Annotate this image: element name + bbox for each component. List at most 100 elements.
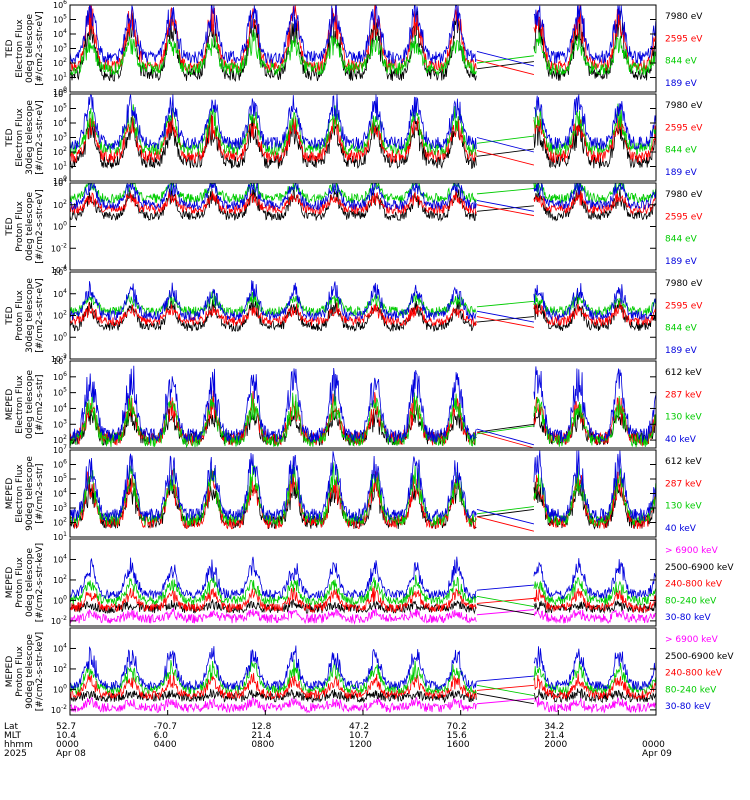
- ytick-label-1: 103: [53, 43, 67, 54]
- ytitle-line-1-3: 0deg telescope: [25, 14, 35, 84]
- trace-1-3-seg1: [69, 29, 477, 77]
- x-col-value-960-1: 70.2: [447, 722, 467, 732]
- x-col-value-1200-3: 2000: [544, 740, 567, 750]
- x-col-value-1200-2: 21.4: [544, 731, 564, 741]
- ytick-label-7: 100: [53, 594, 67, 605]
- trace-5-3-seg2: [533, 395, 657, 448]
- gap-connector-7-5: [476, 584, 534, 591]
- legend-label-3-1: 7980 eV: [665, 190, 703, 200]
- panel-3: 104 102 100 10-2 10-4 TED Proton Flux 0deg tele…: [5, 177, 703, 275]
- legend-label-2-1: 7980 eV: [665, 101, 703, 111]
- legend-label-8-5: 30-80 keV: [665, 702, 711, 712]
- ytick-label-4: 106: [53, 266, 67, 277]
- ytick-label-7: 104: [53, 553, 67, 564]
- gap-connector-2-1: [476, 148, 534, 157]
- trace-8-4-seg1: [69, 659, 477, 695]
- x-row-label-2: MLT: [4, 731, 22, 741]
- panels-group: 106 105 104 103 102 101 100 TED Electron Flux 0de…: [5, 0, 734, 716]
- gap-connector-4-1: [476, 316, 534, 323]
- ytitle-line-6-3: 90deg telescope: [25, 456, 35, 531]
- ytitle-line-8-3: 90deg telescope: [25, 634, 35, 709]
- gap-connector-2-3: [476, 135, 534, 144]
- x-col-value-0-1: 52.7: [56, 722, 76, 732]
- ytick-label-5: 102: [53, 434, 67, 445]
- ytick-label-2: 105: [53, 103, 67, 114]
- gap-connector-8-4: [476, 684, 534, 696]
- trace-7-1-seg1: [69, 607, 477, 625]
- gap-connector-3-4: [476, 199, 535, 212]
- trace-5-4-seg2: [533, 366, 657, 443]
- legend-label-6-1: 612 keV: [665, 457, 702, 467]
- gap-connector-4-3: [476, 300, 534, 308]
- legend-label-7-4: 80-240 keV: [665, 596, 717, 606]
- ytick-label-5: 104: [53, 402, 67, 413]
- trace-8-3-seg1: [70, 672, 477, 701]
- trace-7-5-seg2: [533, 558, 657, 600]
- x-col-value-1200-1: 34.2: [544, 722, 564, 732]
- trace-8-4-seg2: [533, 660, 657, 695]
- x-col-value-720-2: 10.7: [349, 731, 369, 741]
- ytick-label-6: 105: [53, 473, 67, 484]
- gap-connector-1-2: [476, 59, 535, 76]
- legend-label-4-3: 844 eV: [665, 324, 698, 334]
- ytitle-line-7-3: 0deg telescope: [25, 548, 35, 618]
- gap-connector-8-1: [476, 698, 534, 705]
- legend-label-7-5: 30-80 keV: [665, 613, 711, 623]
- panel-4: 106 104 102 100 10-2 TED Proton Flux 30deg tele…: [5, 266, 703, 364]
- gap-connector-7-3: [476, 597, 534, 604]
- ytick-label-1: 100: [53, 86, 67, 97]
- ytick-label-8: 100: [53, 683, 67, 694]
- trace-3-4-seg2: [533, 182, 657, 210]
- panel-frame-8: [69, 627, 657, 716]
- ytitle-line-3-1: TED: [5, 217, 15, 236]
- ytick-label-5: 105: [53, 387, 67, 398]
- legend-label-8-1: > 6900 keV: [665, 635, 719, 645]
- trace-6-4-seg1: [69, 451, 477, 523]
- ytick-label-8: 104: [53, 642, 67, 653]
- ytitle-line-5-4: [#/cm2-s-str]: [35, 374, 45, 434]
- gap-connector-6-3: [476, 506, 534, 515]
- gap-connector-3-2: [476, 204, 535, 217]
- gap-connector-8-5: [476, 675, 534, 682]
- ytitle-line-7-1: MEPED: [5, 567, 15, 599]
- gap-connector-6-1: [476, 509, 534, 518]
- legend-label-6-2: 287 keV: [665, 479, 702, 489]
- gap-connector-7-2: [476, 604, 534, 616]
- trace-2-4-seg1: [69, 93, 477, 151]
- x-col-value-240-1: -70.7: [154, 722, 177, 732]
- panel-2: 106 105 104 103 102 101 100 TED Electron Flux 30d…: [5, 88, 703, 186]
- ytick-label-4: 10-2: [51, 353, 67, 364]
- legend-label-8-3: 240-800 keV: [665, 669, 723, 679]
- ytitle-line-8-4: [#/cm2-s-str-keV]: [35, 632, 45, 711]
- ytitle-line-3-2: Proton Flux: [15, 201, 25, 252]
- ytitle-line-6-2: Electron Flux: [15, 464, 25, 523]
- x-col-value-480-1: 12.8: [251, 722, 271, 732]
- trace-8-2-seg1: [69, 688, 477, 704]
- ytick-label-6: 102: [53, 517, 67, 528]
- gap-connector-4-2: [476, 316, 535, 328]
- legend-label-4-4: 189 eV: [665, 346, 698, 356]
- legend-label-2-3: 844 eV: [665, 146, 698, 156]
- trace-3-3-seg2: [533, 182, 657, 204]
- legend-label-3-2: 2595 eV: [665, 212, 703, 222]
- legend-label-1-4: 189 eV: [665, 79, 698, 89]
- x-col-value-480-3: 0800: [251, 740, 274, 750]
- legend-label-5-3: 130 keV: [665, 413, 702, 423]
- ytick-label-3: 100: [53, 221, 67, 232]
- trace-7-3-seg1: [69, 585, 477, 614]
- legend-label-2-2: 2595 eV: [665, 123, 703, 133]
- x-row-label-1: Lat: [4, 722, 19, 732]
- gap-connector-2-4: [476, 137, 535, 153]
- x-col-value-0-3: 0000: [56, 740, 79, 750]
- ytitle-line-6-1: MEPED: [5, 478, 15, 510]
- trace-6-3-seg1: [69, 460, 477, 527]
- trace-8-1-seg2: [533, 696, 657, 714]
- ytitle-line-4-4: [#/cm2-s-str-eV]: [35, 278, 45, 353]
- x-col-value-1440-3: 0000: [642, 740, 665, 750]
- gap-connector-4-4: [476, 310, 535, 323]
- ytick-label-4: 100: [53, 331, 67, 342]
- legend-label-7-3: 240-800 keV: [665, 580, 723, 590]
- ytick-label-2: 101: [53, 161, 67, 172]
